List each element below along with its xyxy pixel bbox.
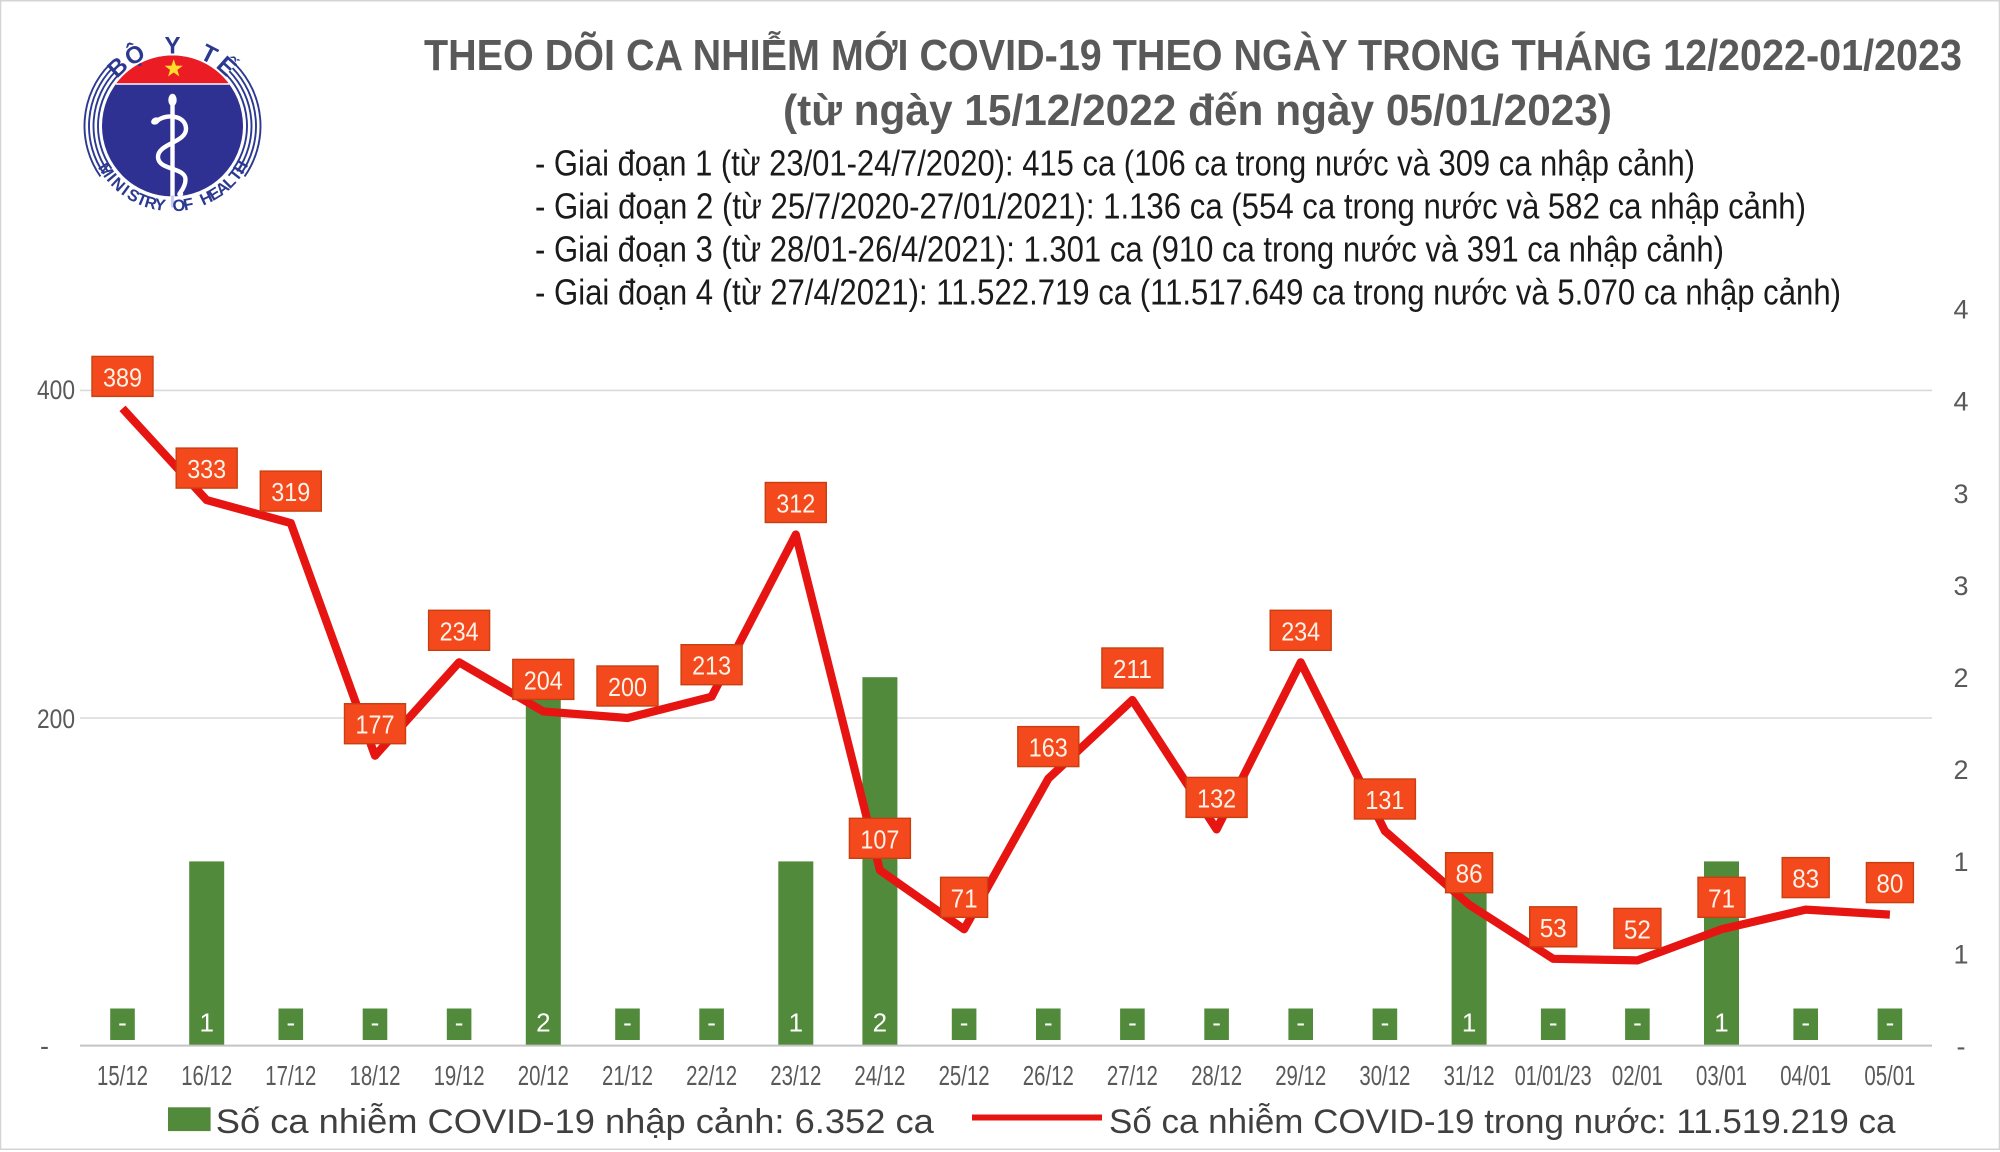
svg-text:Số ca nhiễm COVID-19 nhập cảnh: Số ca nhiễm COVID-19 nhập cảnh: 6.352 ca [216,1103,934,1141]
svg-text:24/12: 24/12 [854,1060,905,1091]
svg-text:- Giai đoạn 1 (từ 23/01-24/7/2: - Giai đoạn 1 (từ 23/01-24/7/2020): 415 … [535,142,1695,183]
svg-text:-: - [118,1008,127,1038]
svg-text:03/01: 03/01 [1696,1060,1747,1091]
svg-text:1: 1 [199,1008,213,1038]
svg-text:1: 1 [1462,1008,1476,1038]
svg-text:319: 319 [271,477,310,507]
svg-text:16/12: 16/12 [181,1060,232,1091]
svg-text:1: 1 [1953,847,1968,877]
svg-text:Y: Y [164,33,180,60]
svg-text:52: 52 [1624,914,1651,944]
svg-text:R: R [143,193,159,214]
svg-text:27/12: 27/12 [1107,1060,1158,1091]
svg-text:-: - [960,1008,969,1038]
svg-text:2: 2 [536,1008,550,1038]
svg-text:23/12: 23/12 [770,1060,821,1091]
svg-text:234: 234 [1281,616,1320,646]
svg-text:-: - [707,1008,716,1038]
svg-text:21/12: 21/12 [602,1060,653,1091]
svg-text:-: - [371,1008,380,1038]
svg-text:Số ca nhiễm COVID-19 trong nướ: Số ca nhiễm COVID-19 trong nước: 11.519.… [1109,1103,1896,1141]
svg-text:-: - [623,1008,632,1038]
svg-text:333: 333 [187,454,226,484]
svg-text:Y: Y [153,196,167,215]
svg-text:1: 1 [1714,1008,1728,1038]
svg-text:-: - [1128,1008,1137,1038]
svg-text:-: - [1381,1008,1390,1038]
svg-text:04/01: 04/01 [1780,1060,1831,1091]
svg-text:-: - [455,1008,464,1038]
svg-text:-: - [1212,1008,1221,1038]
svg-text:- Giai đoạn 3 (từ 28/01-26/4/2: - Giai đoạn 3 (từ 28/01-26/4/2021): 1.30… [535,228,1724,269]
svg-text:131: 131 [1365,785,1404,815]
svg-text:83: 83 [1792,864,1819,894]
svg-text:2: 2 [873,1008,887,1038]
svg-text:25/12: 25/12 [939,1060,990,1091]
svg-text:312: 312 [776,489,815,519]
svg-text:19/12: 19/12 [434,1060,485,1091]
svg-text:30/12: 30/12 [1359,1060,1410,1091]
svg-text:204: 204 [524,665,563,695]
svg-text:86: 86 [1456,859,1483,889]
svg-text:3: 3 [1953,571,1968,601]
svg-text:71: 71 [951,883,978,913]
svg-text:4: 4 [1953,387,1968,417]
svg-text:- Giai đoạn 2 (từ 25/7/2020-27: - Giai đoạn 2 (từ 25/7/2020-27/01/2021):… [535,185,1806,226]
svg-text:71: 71 [1708,883,1735,913]
svg-text:01/01/23: 01/01/23 [1515,1060,1592,1091]
svg-text:2: 2 [1953,663,1968,693]
svg-text:211: 211 [1113,654,1152,684]
svg-text:200: 200 [37,704,75,734]
svg-text:26/12: 26/12 [1023,1060,1074,1091]
svg-text:-: - [1801,1008,1810,1038]
svg-text:F: F [182,195,195,215]
svg-text:213: 213 [692,651,731,681]
svg-text:200: 200 [608,672,647,702]
svg-text:20/12: 20/12 [518,1060,569,1091]
svg-text:389: 389 [103,362,142,392]
svg-text:(từ ngày 15/12/2022 đến ngày 0: (từ ngày 15/12/2022 đến ngày 05/01/2023) [783,86,1612,135]
svg-text:3: 3 [1953,479,1968,509]
svg-text:28/12: 28/12 [1191,1060,1242,1091]
svg-text:2: 2 [1953,755,1968,785]
svg-text:400: 400 [37,375,75,405]
svg-text:THEO DÕI CA NHIỄM MỚI COVID-19: THEO DÕI CA NHIỄM MỚI COVID-19 THEO NGÀY… [424,30,1962,80]
svg-text:22/12: 22/12 [686,1060,737,1091]
svg-text:17/12: 17/12 [265,1060,316,1091]
svg-text:02/01: 02/01 [1612,1060,1663,1091]
svg-text:-: - [1957,1031,1966,1061]
svg-text:O: O [172,197,186,216]
svg-text:53: 53 [1540,913,1567,943]
svg-text:-: - [1633,1008,1642,1038]
svg-text:163: 163 [1029,733,1068,763]
svg-text:05/01: 05/01 [1864,1060,1915,1091]
svg-text:18/12: 18/12 [350,1060,401,1091]
svg-text:4: 4 [1953,295,1968,325]
svg-text:-: - [1549,1008,1558,1038]
svg-text:107: 107 [860,824,899,854]
svg-text:177: 177 [356,710,395,740]
svg-text:-: - [1044,1008,1053,1038]
svg-text:234: 234 [440,616,479,646]
svg-text:80: 80 [1876,869,1903,899]
svg-text:15/12: 15/12 [97,1060,148,1091]
svg-text:-: - [40,1031,49,1061]
svg-text:1: 1 [1953,939,1968,969]
svg-text:29/12: 29/12 [1275,1060,1326,1091]
svg-text:132: 132 [1197,783,1236,813]
svg-text:1: 1 [789,1008,803,1038]
svg-text:-: - [1296,1008,1305,1038]
svg-text:- Giai đoạn 4 (từ 27/4/2021):: - Giai đoạn 4 (từ 27/4/2021): 11.522.719… [535,271,1841,312]
svg-text:-: - [1886,1008,1895,1038]
svg-text:-: - [286,1008,295,1038]
svg-text:31/12: 31/12 [1444,1060,1495,1091]
